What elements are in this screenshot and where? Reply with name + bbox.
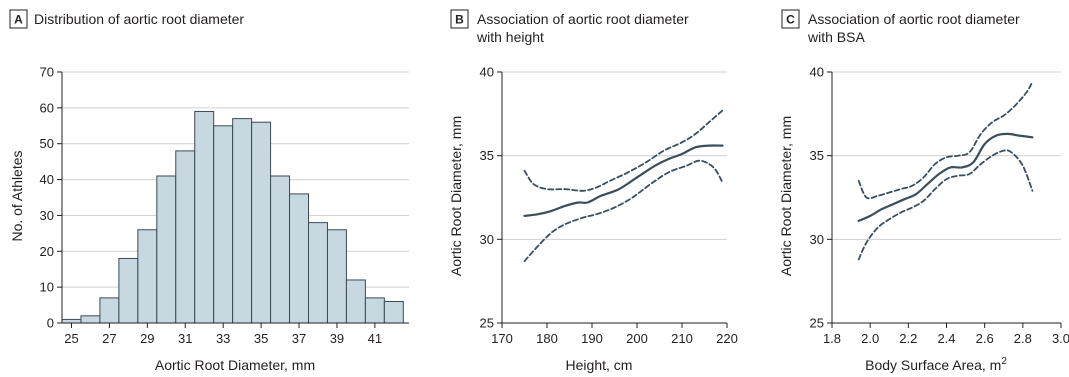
- panel-a-letter: A: [14, 13, 23, 27]
- panel-a-y-tick-label: 40: [40, 172, 54, 187]
- panel-c-x-axis-title-superscript: 2: [1001, 356, 1007, 367]
- panel-b-title-line-1: Association of aortic root diameter: [477, 11, 689, 27]
- panel-c-letter-box: [781, 9, 800, 29]
- panel-a-bar: [137, 229, 158, 324]
- panel-c-x-axis-title: Body Surface Area, m2: [865, 356, 1007, 373]
- panel-a-bar: [364, 297, 385, 324]
- panel-c-title-line-1: Association of aortic root diameter: [808, 11, 1020, 27]
- panel-c-confidence-line: [857, 81, 1034, 200]
- panel-a-y-tick-label: 50: [40, 136, 54, 151]
- panel-a-bar: [308, 222, 328, 324]
- panel-b-confidence-line: [523, 109, 724, 192]
- panel-c-x-tick-label: 3.0: [1052, 331, 1069, 346]
- panel-a-y-tick-label: 20: [40, 244, 54, 259]
- panel-a-x-tick-label: 35: [254, 331, 268, 346]
- panel-a-bar: [383, 300, 404, 324]
- panel-a-x-tick-label: 31: [178, 331, 192, 346]
- panel-b-title-line-2: with height: [476, 29, 544, 45]
- panel-a-x-tick-label: 37: [292, 331, 306, 346]
- panel-c-letter: C: [786, 13, 795, 27]
- panel-a-x-tick-label: 33: [216, 331, 230, 346]
- panel-c-y-tick-label: 25: [810, 316, 824, 331]
- panel-a-bar: [175, 150, 196, 324]
- panel-b-confidence-line: [523, 159, 724, 262]
- panel-c-x-tick-label: 2.2: [899, 331, 917, 346]
- panel-a-y-tick-label: 70: [40, 65, 54, 80]
- panel-b-x-tick-label: 220: [716, 331, 738, 346]
- panel-a-x-tick-label: 29: [140, 331, 154, 346]
- panel-a-x-tick-label: 41: [368, 331, 382, 346]
- panel-b-letter-box: [450, 9, 469, 29]
- panel-c-y-tick-label: 40: [810, 65, 824, 80]
- panel-b-y-tick-label: 40: [480, 65, 494, 80]
- panel-b-estimate-line: [523, 144, 724, 217]
- panel-c-x-axis-title-text: Body Surface Area, m: [865, 357, 1001, 373]
- panel-c-x-tick-label: 2.8: [1014, 331, 1032, 346]
- panel-a-y-tick-label: 30: [40, 208, 54, 223]
- plot-layer: 0 10 20 30 40 50 60 70 25 27 29 31 33 35 37 39 41 25 30 35 4…: [40, 65, 1069, 347]
- panel-b-x-tick-label: 190: [581, 331, 603, 346]
- panel-b-x-tick-label: 200: [626, 331, 648, 346]
- panel-a-letter-box: [9, 9, 28, 29]
- panel-c-x-tick-label: 2.0: [861, 331, 879, 346]
- panel-c-y-axis-title: Aortic Root Diameter, mm: [778, 116, 794, 276]
- panel-a-bar: [270, 175, 291, 324]
- panel-a-y-tick-label: 0: [47, 316, 54, 331]
- panel-b-x-axis-title: Height, cm: [566, 357, 633, 373]
- panel-a-bar: [345, 279, 366, 324]
- panel-c-x-tick-label: 2.6: [976, 331, 994, 346]
- panel-b-x-tick-label: 210: [671, 331, 693, 346]
- panel-b-x-tick-label: 180: [536, 331, 558, 346]
- panel-a-bar: [251, 121, 272, 324]
- panel-c-y-tick-label: 35: [810, 148, 824, 163]
- panel-a-bar: [80, 315, 101, 324]
- panel-a-bar: [213, 125, 234, 324]
- panel-b-y-tick-label: 25: [480, 316, 494, 331]
- panel-a-title: Distribution of aortic root diameter: [34, 11, 244, 27]
- panel-a-x-tick-label: 39: [330, 331, 344, 346]
- panel-c-estimate-line: [857, 132, 1034, 222]
- panel-c-title-line-2: with BSA: [807, 29, 865, 45]
- panel-c-x-tick-label: 2.4: [937, 331, 955, 346]
- panel-a-bar: [326, 229, 347, 324]
- panel-a-x-tick-label: 25: [64, 331, 78, 346]
- panel-a-x-tick-label: 27: [102, 331, 116, 346]
- panel-b-letter: B: [455, 13, 464, 27]
- panel-b-y-tick-label: 35: [480, 148, 494, 163]
- panel-a-bar: [194, 110, 215, 324]
- panel-a-bar: [99, 297, 120, 324]
- panel-b-x-tick-label: 170: [491, 331, 513, 346]
- panel-a-bar: [61, 318, 82, 324]
- panel-b-y-axis-title: Aortic Root Diameter, mm: [448, 116, 464, 276]
- panel-b-y-tick-label: 30: [480, 232, 494, 247]
- panel-a-x-axis-title: Aortic Root Diameter, mm: [155, 357, 315, 373]
- panel-a-bar: [232, 118, 253, 324]
- panel-c-y-tick-label: 30: [810, 232, 824, 247]
- panel-a-y-tick-label: 60: [40, 100, 54, 115]
- panel-a-bar: [289, 193, 310, 324]
- panel-a-bar: [118, 257, 139, 324]
- panel-a-y-axis-title: No. of Athletes: [9, 150, 25, 241]
- panel-a-bar: [156, 175, 177, 324]
- panel-c-x-tick-label: 1.8: [823, 331, 841, 346]
- panel-a-y-tick-label: 10: [40, 280, 54, 295]
- panel-c-confidence-line: [857, 149, 1034, 261]
